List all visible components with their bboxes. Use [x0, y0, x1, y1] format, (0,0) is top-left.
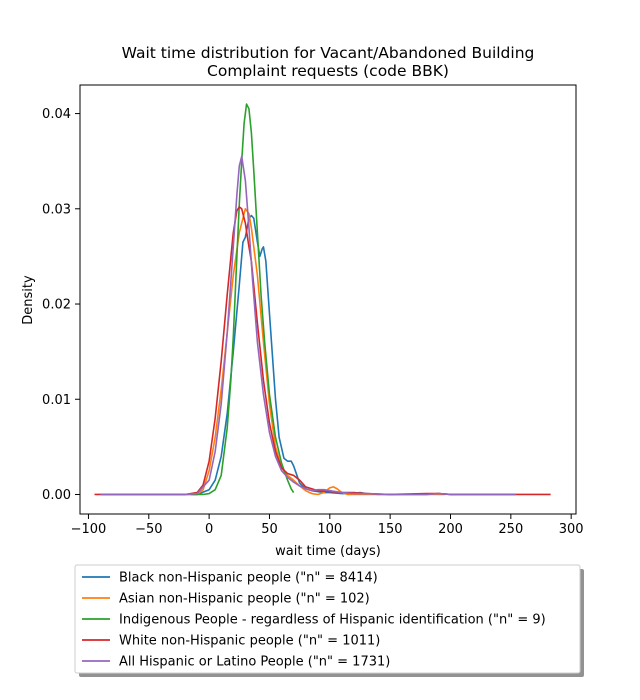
legend-entry-label: Black non-Hispanic people ("n" = 8414) [119, 571, 378, 586]
x-tick-label: 200 [438, 522, 463, 537]
y-tick-label: 0.02 [42, 298, 71, 313]
y-axis-ticks: 0.00 0.01 0.02 0.03 0.04 [42, 107, 80, 503]
y-tick-label: 0.01 [42, 393, 71, 408]
chart-title-line-1: Wait time distribution for Vacant/Abando… [122, 44, 535, 62]
x-tick-label: −50 [135, 522, 162, 537]
plot-frame [79, 84, 577, 515]
y-tick-label: 0.04 [42, 107, 71, 122]
x-tick-label: −100 [71, 522, 107, 537]
x-tick-label: 300 [559, 522, 584, 537]
series-line-black-non-hispanic-people-n-84 [100, 214, 516, 496]
legend-entry-label: White non-Hispanic people ("n" = 1011) [119, 634, 380, 649]
series-line-all-hispanic-or-latino-people- [100, 155, 516, 496]
legend-entry-label: Indigenous People - regardless of Hispan… [119, 613, 546, 628]
y-axis-label: Density [21, 275, 36, 325]
x-tick-label: 150 [378, 522, 403, 537]
legend-entry-label: Asian non-Hispanic people ("n" = 102) [119, 592, 370, 607]
x-tick-label: 0 [205, 522, 213, 537]
series-line-white-non-hispanic-people-n-10 [94, 206, 551, 496]
legend-box [74, 564, 581, 674]
x-tick-label: 250 [498, 522, 523, 537]
legend-items: Black non-Hispanic people ("n" = 8414) As… [82, 571, 546, 670]
legend-entry-label: All Hispanic or Latino People ("n" = 173… [119, 655, 390, 670]
y-tick-label: 0.00 [42, 488, 71, 503]
series-line-asian-non-hispanic-people-n-10 [102, 208, 446, 496]
chart-title-line-2: Complaint requests (code BBK) [207, 62, 449, 80]
x-axis-label: wait time (days) [275, 544, 381, 559]
x-tick-label: 100 [317, 522, 342, 537]
series-line-indigenous-people-regardless-o [191, 103, 295, 496]
x-tick-label: 50 [261, 522, 278, 537]
y-tick-label: 0.03 [42, 202, 71, 217]
x-axis-ticks: −100 −50 0 50 100 150 200 250 300 [71, 514, 584, 537]
series-layer [94, 103, 551, 496]
legend: Black non-Hispanic people ("n" = 8414) As… [74, 564, 584, 677]
